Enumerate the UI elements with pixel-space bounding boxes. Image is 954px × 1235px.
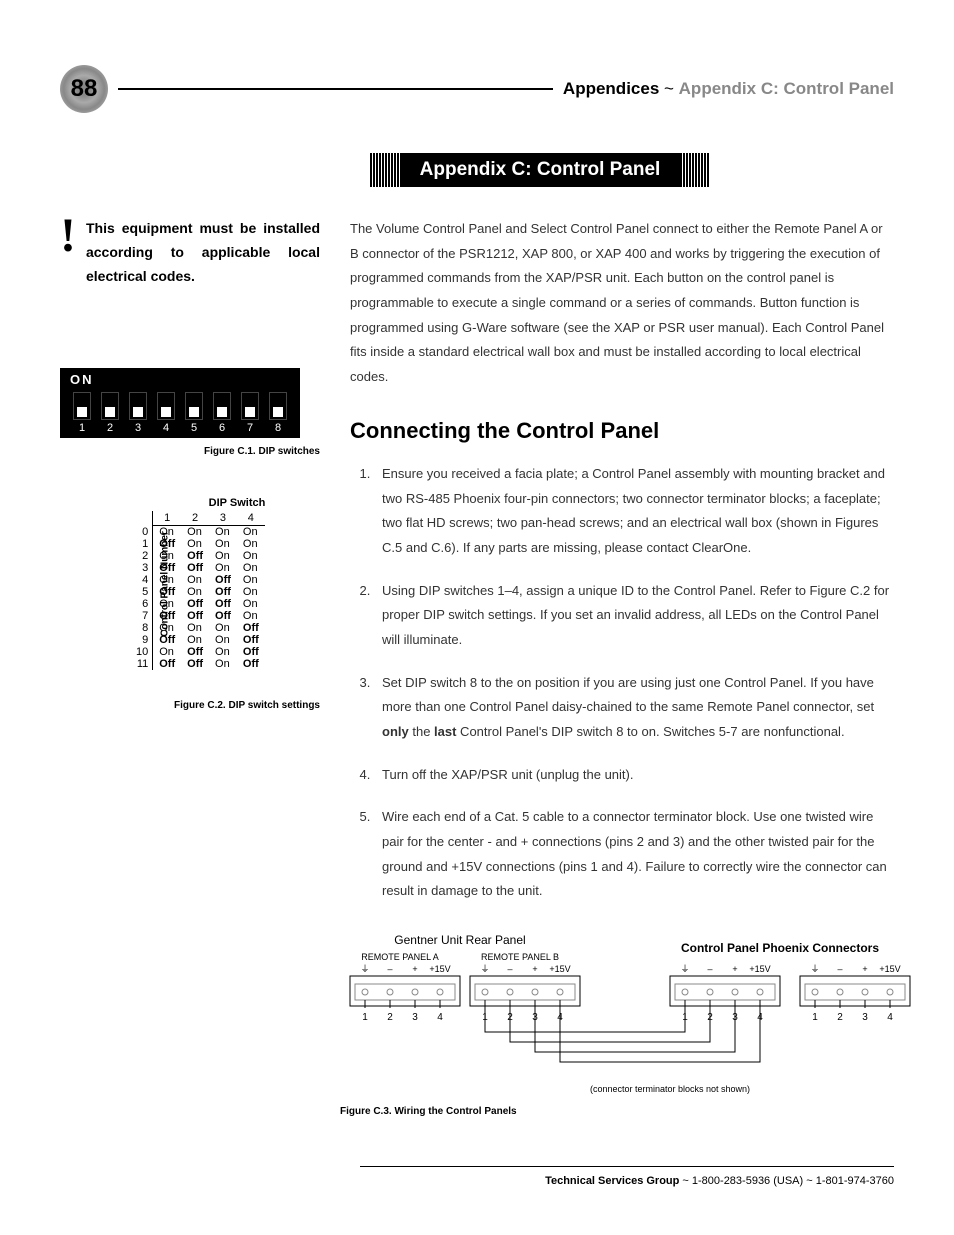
svg-text:+15V: +15V xyxy=(749,964,770,974)
svg-text:3: 3 xyxy=(412,1012,418,1023)
svg-text:–: – xyxy=(707,964,712,974)
table-row: 4OnOnOffOn xyxy=(130,574,265,586)
left-column: ! This equipment must be installed accor… xyxy=(60,217,320,922)
header-bold: Appendices xyxy=(563,79,659,98)
dip-switch: 7 xyxy=(239,392,261,434)
svg-text:+: + xyxy=(732,964,737,974)
dip-on-label: ON xyxy=(70,372,94,387)
svg-text:4: 4 xyxy=(887,1012,893,1023)
table-row: 11OffOffOnOff xyxy=(130,658,265,670)
svg-text:+15V: +15V xyxy=(429,964,450,974)
title-banner-text: Appendix C: Control Panel xyxy=(420,159,661,180)
dip-switch: 6 xyxy=(211,392,233,434)
svg-text:2: 2 xyxy=(837,1012,843,1023)
warning-text: This equipment must be installed accordi… xyxy=(86,217,320,288)
table-row: 2OnOffOnOn xyxy=(130,550,265,562)
dip-table-vertical-label: Control Panel Number xyxy=(159,531,170,637)
dip-table-title: DIP Switch xyxy=(130,497,320,509)
warning-icon: ! xyxy=(60,217,76,288)
svg-text:3: 3 xyxy=(862,1012,868,1023)
svg-text:Control Panel Phoenix Connecto: Control Panel Phoenix Connectors xyxy=(681,941,879,955)
table-row: 8OnOnOnOff xyxy=(130,622,265,634)
svg-text:2: 2 xyxy=(387,1012,393,1023)
footer-bold: Technical Services Group xyxy=(545,1175,679,1187)
table-row: 9OffOnOnOff xyxy=(130,634,265,646)
table-row: 5OffOnOffOn xyxy=(130,586,265,598)
page-header: 88 Appendices ~ Appendix C: Control Pane… xyxy=(60,65,894,113)
page-footer: Technical Services Group ~ 1-800-283-593… xyxy=(360,1166,894,1187)
step-item: Ensure you received a facia plate; a Con… xyxy=(374,462,894,561)
svg-text:–: – xyxy=(387,964,392,974)
svg-text:⏚: ⏚ xyxy=(810,964,819,974)
dip-switch-diagram: ON 12345678 xyxy=(60,368,300,438)
svg-text:+15V: +15V xyxy=(879,964,900,974)
header-text: Appendices ~ Appendix C: Control Panel xyxy=(563,79,894,99)
header-light: Appendix C: Control Panel xyxy=(679,79,894,98)
step-item: Using DIP switches 1–4, assign a unique … xyxy=(374,579,894,653)
svg-text:4: 4 xyxy=(437,1012,443,1023)
header-sep: ~ xyxy=(659,79,678,98)
header-rule xyxy=(118,88,553,90)
svg-text:+: + xyxy=(532,964,537,974)
intro-paragraph: The Volume Control Panel and Select Cont… xyxy=(350,217,894,390)
svg-text:+: + xyxy=(412,964,417,974)
right-column: The Volume Control Panel and Select Cont… xyxy=(350,217,894,922)
svg-text:⏚: ⏚ xyxy=(360,964,369,974)
section-heading: Connecting the Control Panel xyxy=(350,418,894,444)
svg-text:–: – xyxy=(837,964,842,974)
dip-switch: 4 xyxy=(155,392,177,434)
step-item: Set DIP switch 8 to the on position if y… xyxy=(374,671,894,745)
table-row: 3OffOffOnOn xyxy=(130,562,265,574)
dip-switch: 1 xyxy=(71,392,93,434)
title-banner: Appendix C: Control Panel xyxy=(370,153,710,187)
svg-text:REMOTE PANEL B: REMOTE PANEL B xyxy=(481,952,559,962)
step-item: Turn off the XAP/PSR unit (unplug the un… xyxy=(374,763,894,788)
svg-text:(connector terminator blocks n: (connector terminator blocks not shown) xyxy=(590,1084,750,1094)
fig-c3-caption: Figure C.3. Wiring the Control Panels xyxy=(340,1106,894,1117)
svg-text:1: 1 xyxy=(812,1012,818,1023)
footer-rest: ~ 1-800-283-5936 (USA) ~ 1-801-974-3760 xyxy=(679,1175,894,1187)
svg-text:+: + xyxy=(862,964,867,974)
svg-text:1: 1 xyxy=(362,1012,368,1023)
table-row: 10OnOffOnOff xyxy=(130,646,265,658)
wiring-svg: Gentner Unit Rear Panel REMOTE PANEL A R… xyxy=(340,932,920,1102)
table-row: 6OnOffOffOn xyxy=(130,598,265,610)
page-number: 88 xyxy=(60,65,108,113)
table-row: 7OffOffOffOn xyxy=(130,610,265,622)
step-item: Wire each end of a Cat. 5 cable to a con… xyxy=(374,805,894,904)
dip-switch: 8 xyxy=(267,392,289,434)
warning-block: ! This equipment must be installed accor… xyxy=(60,217,320,288)
steps-list: Ensure you received a facia plate; a Con… xyxy=(350,462,894,904)
svg-text:–: – xyxy=(507,964,512,974)
table-row: 1OffOnOnOn xyxy=(130,538,265,550)
dip-switch: 5 xyxy=(183,392,205,434)
svg-text:REMOTE PANEL A: REMOTE PANEL A xyxy=(361,952,439,962)
dip-switch: 3 xyxy=(127,392,149,434)
svg-text:⏚: ⏚ xyxy=(480,964,489,974)
wiring-figure: Gentner Unit Rear Panel REMOTE PANEL A R… xyxy=(340,932,894,1117)
svg-text:⏚: ⏚ xyxy=(680,964,689,974)
svg-text:Gentner Unit Rear Panel: Gentner Unit Rear Panel xyxy=(394,933,525,947)
fig-c1-caption: Figure C.1. DIP switches xyxy=(60,446,320,457)
svg-text:+15V: +15V xyxy=(549,964,570,974)
dip-settings-table: Control Panel Number DIP Switch 12340OnO… xyxy=(130,497,320,670)
fig-c2-caption: Figure C.2. DIP switch settings xyxy=(60,700,320,711)
dip-switch: 2 xyxy=(99,392,121,434)
table-row: 0OnOnOnOn xyxy=(130,526,265,539)
